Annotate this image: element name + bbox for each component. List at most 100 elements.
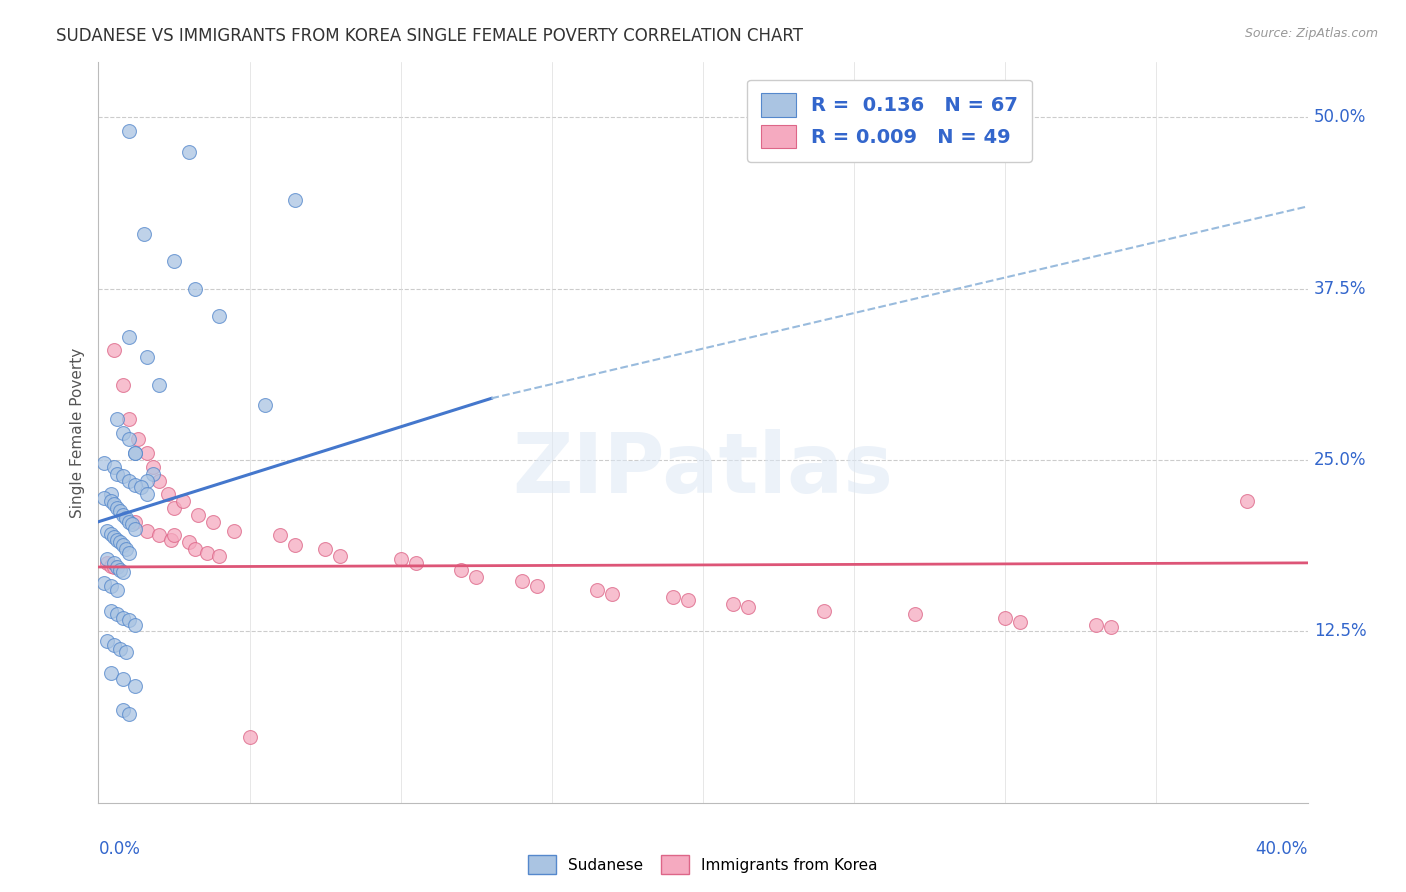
Point [314, 542, 336, 557]
Point [239, 730, 262, 744]
Point [526, 579, 548, 593]
Point [118, 412, 141, 426]
Point [96, 524, 118, 539]
Point [124, 617, 146, 632]
Point [208, 549, 231, 563]
Point [994, 610, 1017, 624]
Point [103, 556, 125, 570]
Point [135, 524, 157, 539]
Point [208, 309, 231, 323]
Point [179, 535, 201, 549]
Point [465, 569, 488, 583]
Point [135, 474, 157, 488]
Text: 50.0%: 50.0% [1313, 108, 1367, 127]
Point [118, 546, 141, 560]
Point [100, 558, 122, 573]
Point [163, 528, 186, 542]
Point [172, 494, 194, 508]
Point [114, 542, 136, 557]
Text: 0.0%: 0.0% [98, 840, 141, 858]
Point [100, 494, 122, 508]
Point [195, 546, 218, 560]
Text: 40.0%: 40.0% [1256, 840, 1308, 858]
Point [389, 551, 412, 566]
Legend: R =  0.136   N = 67, R = 0.009   N = 49: R = 0.136 N = 67, R = 0.009 N = 49 [747, 79, 1032, 162]
Point [450, 563, 472, 577]
Point [1010, 615, 1032, 629]
Point [904, 607, 927, 621]
Point [148, 474, 170, 488]
Point [111, 702, 134, 716]
Point [105, 467, 128, 481]
Point [108, 563, 131, 577]
Point [114, 510, 136, 524]
Point [187, 508, 209, 522]
Point [723, 597, 745, 611]
Point [114, 645, 136, 659]
Point [184, 542, 207, 557]
Text: 25.0%: 25.0% [1313, 451, 1367, 469]
Point [103, 497, 125, 511]
Point [1236, 494, 1258, 508]
Point [103, 459, 125, 474]
Point [111, 673, 134, 687]
Point [124, 446, 146, 460]
Point [1085, 617, 1108, 632]
Point [253, 398, 276, 412]
Point [118, 614, 141, 628]
Text: SUDANESE VS IMMIGRANTS FROM KOREA SINGLE FEMALE POVERTY CORRELATION CHART: SUDANESE VS IMMIGRANTS FROM KOREA SINGLE… [56, 27, 803, 45]
Point [105, 583, 128, 598]
Point [224, 524, 246, 539]
Text: 37.5%: 37.5% [1313, 280, 1367, 298]
Text: 12.5%: 12.5% [1313, 623, 1367, 640]
Point [121, 517, 143, 532]
Point [111, 566, 134, 580]
Point [93, 491, 115, 506]
Point [124, 515, 146, 529]
Point [163, 501, 186, 516]
Point [118, 124, 141, 138]
Point [103, 343, 125, 358]
Point [108, 504, 131, 518]
Text: ZIPatlas: ZIPatlas [513, 429, 893, 510]
Point [93, 576, 115, 591]
Point [405, 556, 427, 570]
Point [124, 522, 146, 536]
Point [602, 587, 624, 601]
Point [1099, 620, 1122, 634]
Point [103, 638, 125, 652]
Point [586, 583, 609, 598]
Point [118, 329, 141, 343]
Point [105, 501, 128, 516]
Point [96, 556, 118, 570]
Point [148, 377, 170, 392]
Point [184, 282, 207, 296]
Point [676, 593, 699, 607]
Point [100, 487, 122, 501]
Point [135, 487, 157, 501]
Point [96, 634, 118, 648]
Point [737, 599, 759, 614]
Point [129, 480, 152, 494]
Point [118, 474, 141, 488]
Point [124, 446, 146, 460]
Point [135, 446, 157, 460]
Point [111, 377, 134, 392]
Point [111, 508, 134, 522]
Point [163, 254, 186, 268]
Point [108, 535, 131, 549]
Point [100, 665, 122, 680]
Point [103, 560, 125, 574]
Legend: Sudanese, Immigrants from Korea: Sudanese, Immigrants from Korea [522, 849, 884, 880]
Point [132, 227, 155, 241]
Point [148, 528, 170, 542]
Point [329, 549, 352, 563]
Point [124, 477, 146, 491]
Point [96, 551, 118, 566]
Point [105, 412, 128, 426]
Point [111, 610, 134, 624]
Point [284, 538, 307, 552]
Point [103, 530, 125, 544]
Point [105, 533, 128, 547]
Point [100, 579, 122, 593]
